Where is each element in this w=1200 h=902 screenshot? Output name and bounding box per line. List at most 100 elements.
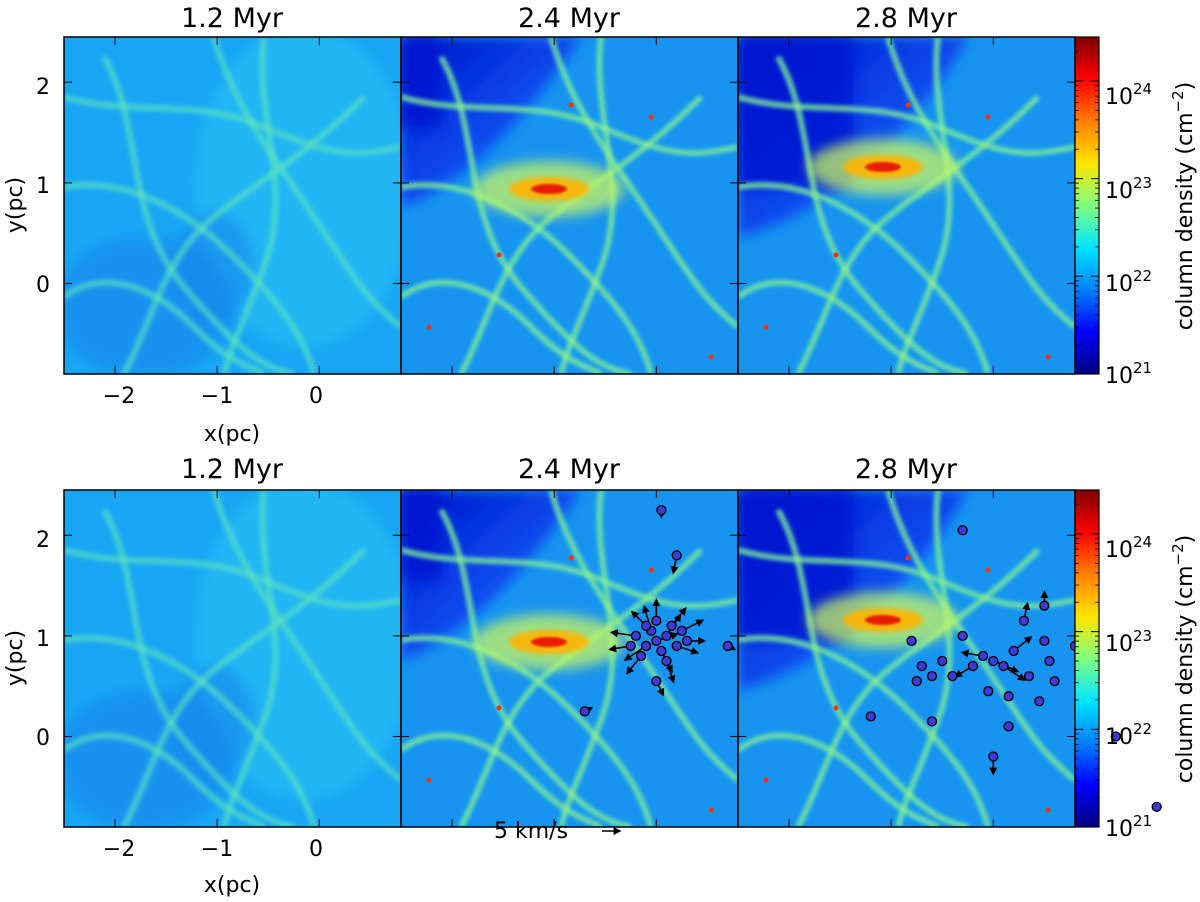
panel-images [63,36,1162,828]
xtick-top-m2: −2 [103,384,135,409]
dense-knot [1045,354,1051,360]
filament-0 [777,56,969,374]
dense-clump-core [531,637,567,647]
dense-knot [708,354,714,360]
filament-5 [460,96,702,374]
colorbar-ticks-top: 1024 1023 1022 1021 [1105,80,1152,389]
sink-particle [911,675,922,687]
sink-particle [1018,615,1030,626]
xlabel-top: x(pc) [204,422,260,447]
colorbar-bottom [1074,489,1100,828]
colorbars [1074,36,1100,828]
filament-3 [560,490,614,827]
filament-6 [64,281,265,374]
filament-4 [401,96,738,154]
dense-knot [985,567,991,573]
filament-6 [64,734,265,827]
dense-knot [833,705,839,711]
sink-particle [656,504,667,516]
sink-particle [988,751,999,762]
sink-particle [1003,721,1014,732]
sink-particle [681,635,693,647]
sink-particle [998,660,1009,672]
filament-2 [401,184,652,374]
filament-3 [897,37,951,374]
xtick-top-m1: −1 [201,384,233,409]
xlabel-bottom: x(pc) [204,873,260,898]
filament-1 [550,490,738,781]
filament-1 [550,37,738,328]
filament-3 [223,490,277,827]
filament-2 [738,184,989,374]
dense-knot [568,102,574,108]
xtick-top-0: 0 [309,384,323,409]
xtick-bottom-m1: −1 [201,837,233,862]
filament-2 [401,637,652,827]
ytick-top-2: 2 [36,75,50,100]
dense-knot [568,555,574,561]
dense-knot [496,705,502,711]
sink-particle [671,640,682,652]
filament-4 [738,96,1075,154]
panel-clip-3 [64,490,401,827]
panel-clip-0 [64,37,401,374]
sink-particle [625,640,636,652]
sink-particle [947,670,958,682]
sink-particle [1110,731,1121,742]
filament-1 [213,37,401,328]
panel-content-5 [738,490,1075,827]
dense-knot [496,252,502,258]
dense-knot [648,567,654,573]
cbar-top-tick-24: 1024 [1105,80,1152,110]
filament-5 [123,96,365,374]
dense-knot [985,114,991,120]
sink-particle [1003,691,1014,702]
filament-2 [64,637,315,827]
dense-clump-core [865,615,901,625]
sink-particle [1039,600,1050,611]
panel-content-2 [738,37,1075,374]
low-density-void [401,490,581,660]
sink-particle [1049,675,1060,687]
filament-6 [738,281,939,374]
filament-4 [64,96,401,154]
panel-clip-2 [738,37,1075,374]
filament-0 [103,509,295,827]
filament-0 [103,56,295,374]
filament-2 [738,637,989,827]
cbar-top-tick-23: 1023 [1105,174,1152,204]
sink-particle [661,655,672,667]
xtick-bottom-m2: −2 [103,837,135,862]
colorbar-label-bottom: column density (cm−2) [1169,535,1198,783]
filament-1 [213,490,401,781]
low-density-void [401,37,581,207]
sink-particle [1034,696,1045,707]
sink-particle [1039,635,1050,647]
filament-4 [738,549,1075,607]
dense-knot [708,807,714,813]
sink-particle [656,645,667,657]
filament-6 [401,734,602,827]
colorbar-ticks-bottom: 1024 1023 1022 1021 [1105,533,1152,842]
filament-4 [401,549,738,607]
panel-content-4 [401,490,738,827]
panel-title-top-1: 1.2 Myr [181,3,284,34]
dense-knot [905,555,911,561]
cbar-bottom-tick-24: 1024 [1105,533,1152,563]
sink-particle [957,630,968,642]
panel-clip-1 [401,37,738,374]
colorbar-top [1074,36,1100,375]
sink-particle [651,635,662,647]
dense-clump-core [865,162,901,172]
sink-particle [937,655,948,667]
filament-2 [64,184,315,374]
panel-title-top-3: 2.8 Myr [855,3,958,34]
sink-particle [926,716,938,727]
panel-title-bottom-2: 2.4 Myr [518,454,621,485]
panel-title-top-2: 2.4 Myr [518,3,621,34]
filament-5 [123,549,365,827]
sink-particle [957,525,968,536]
filament-5 [797,549,1039,827]
sink-particle [651,675,662,687]
